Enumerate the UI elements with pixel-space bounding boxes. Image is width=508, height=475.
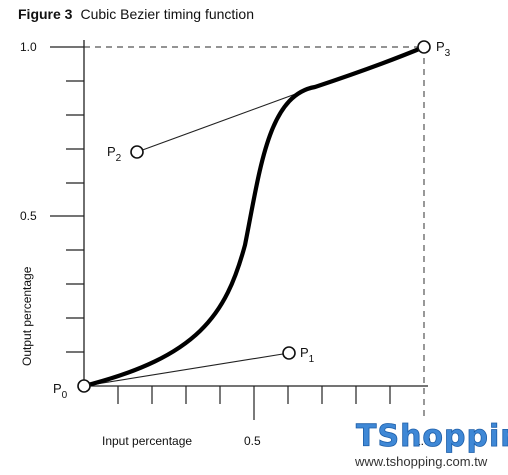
point-p1-marker — [282, 346, 296, 360]
x-tick-label-end: 1.0 — [414, 434, 431, 448]
watermark-url: www.tshopping.com.tw — [354, 454, 488, 469]
point-p2-label: P2 — [107, 144, 122, 164]
point-p1-label: P1 — [300, 345, 315, 365]
y-axis-ticks — [50, 46, 84, 353]
point-p3-label: P3 — [436, 39, 451, 59]
figure-title: Figure 3 Cubic Bezier timing function — [18, 6, 254, 22]
point-p0-label: P0 — [53, 381, 68, 401]
point-p3-marker — [417, 40, 431, 54]
figure-caption: Cubic Bezier timing function — [80, 6, 254, 22]
figure-number: Figure 3 — [18, 6, 73, 22]
y-tick-label-top: 1.0 — [20, 40, 37, 54]
y-axis-title: Output percentage — [20, 266, 34, 366]
watermark-brand: TShopping — [356, 419, 508, 454]
x-axis-ticks — [117, 386, 391, 420]
point-p2-marker — [130, 145, 144, 159]
x-tick-label-mid: 0.5 — [244, 434, 261, 448]
x-axis-title: Input percentage — [102, 434, 192, 448]
handle-line-p0-p1 — [83, 352, 290, 387]
bezier-curve — [81, 44, 427, 389]
y-tick-label-mid: 0.5 — [20, 209, 37, 223]
point-p0-marker — [77, 379, 91, 393]
